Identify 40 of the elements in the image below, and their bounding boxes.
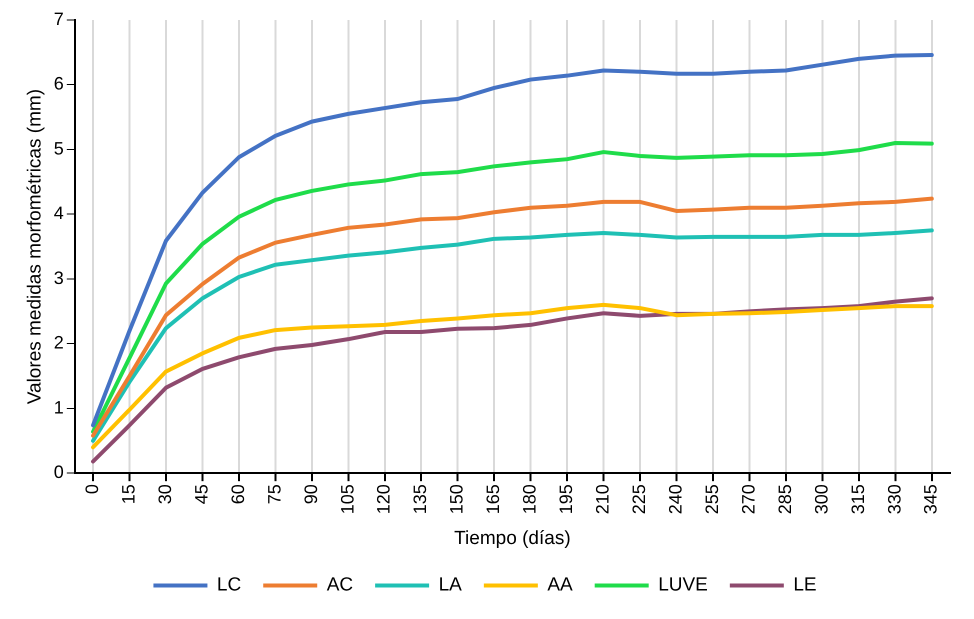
x-tick-label: 135 — [410, 484, 430, 514]
x-tick-label: 0 — [82, 484, 102, 494]
x-tick-label: 255 — [702, 484, 722, 514]
x-tick-label: 165 — [483, 484, 504, 514]
x-tick-label: 315 — [848, 484, 868, 514]
x-tick-label: 210 — [592, 484, 613, 514]
legend-label: LC — [216, 574, 242, 596]
x-tick-label: 195 — [556, 484, 576, 514]
x-tick-label: 150 — [446, 484, 467, 514]
y-tick-label: 7 — [54, 8, 64, 29]
y-tick-label: 3 — [54, 268, 64, 288]
y-tick-label: 6 — [54, 74, 64, 94]
legend-label: LUVE — [658, 574, 708, 596]
y-tick-label: 5 — [54, 138, 64, 158]
x-tick-label: 225 — [629, 484, 650, 514]
x-tick-label: 105 — [337, 484, 358, 514]
legend-label: AC — [326, 574, 354, 596]
legend-label: LA — [438, 574, 462, 596]
x-tick-label: 330 — [884, 484, 904, 514]
x-tick-label: 30 — [154, 484, 175, 504]
y-tick-label: 2 — [54, 332, 64, 353]
x-axis-title: Tiempo (días) — [454, 528, 571, 549]
x-tick-label: 240 — [665, 484, 686, 514]
y-tick-label: 1 — [54, 397, 64, 418]
x-tick-label: 60 — [228, 484, 248, 504]
x-tick-label: 45 — [191, 484, 212, 504]
x-tick-label: 285 — [774, 484, 795, 514]
x-tick-label: 180 — [520, 484, 540, 514]
y-tick-label: 4 — [54, 203, 64, 224]
y-tick-label: 0 — [54, 462, 64, 482]
x-tick-label: 90 — [300, 484, 321, 504]
y-axis-title: Valores medidas morfométricas (mm) — [24, 88, 46, 404]
legend-label: AA — [547, 574, 574, 596]
x-tick-label: 300 — [811, 484, 832, 514]
x-tick-label: 270 — [738, 484, 758, 514]
x-tick-label: 345 — [920, 484, 941, 514]
x-tick-label: 120 — [374, 484, 394, 514]
x-tick-label: 15 — [118, 484, 138, 504]
legend-label: LE — [793, 574, 817, 596]
x-tick-label: 75 — [264, 484, 284, 504]
